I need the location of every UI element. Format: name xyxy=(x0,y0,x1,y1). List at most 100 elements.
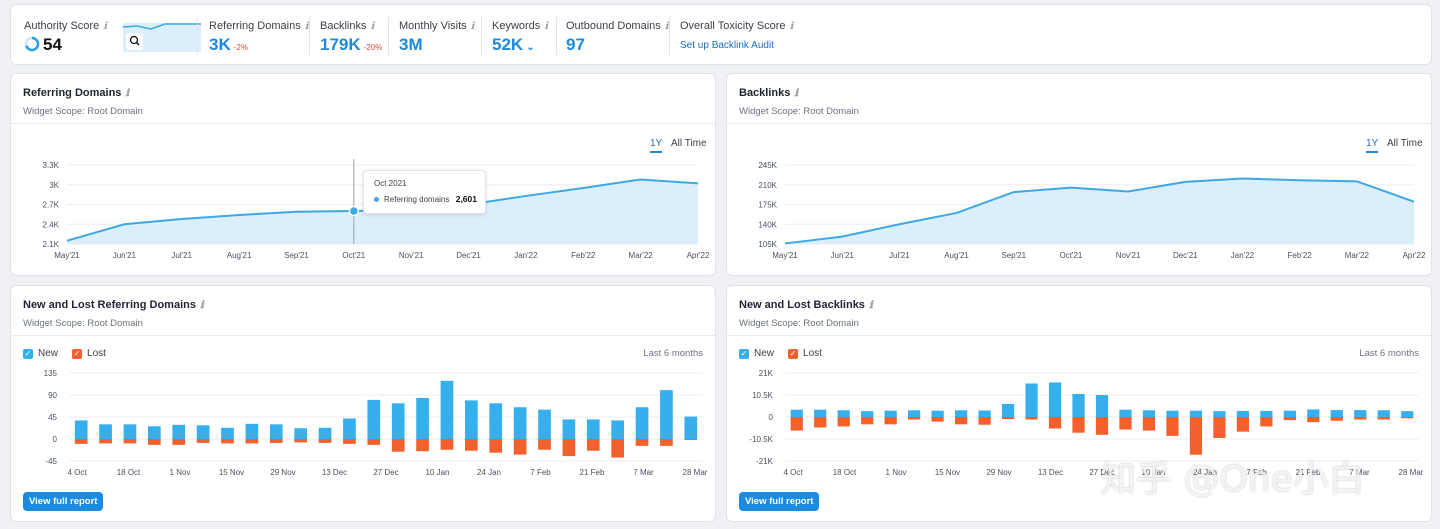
bar-new xyxy=(269,424,283,439)
backlinks-metric[interactable]: Backlinks ℹ 179K -20% xyxy=(320,5,400,65)
referring-domains-widget: Referring Domains ℹ Widget Scope: Root Do… xyxy=(10,73,716,276)
bar-new xyxy=(1283,410,1296,417)
x-tick-label: 21 Feb xyxy=(580,468,605,477)
checkbox-checked-icon[interactable]: ✓ xyxy=(788,348,799,359)
new-lost-referring-domains-chart[interactable]: -45 0 45 90 135 4 Oct 18 Oct 1 Nov 15 Nov 29 Nov 1… xyxy=(11,286,717,523)
bar-new xyxy=(245,423,259,439)
tab-1y[interactable]: 1Y xyxy=(650,138,663,153)
y-tick-label: 2.4K xyxy=(43,220,60,229)
outbound-domains-label: Outbound Domains xyxy=(566,20,661,32)
x-tick-label: Mar'22 xyxy=(1345,251,1370,260)
tab-all-time[interactable]: All Time xyxy=(671,138,707,149)
backlinks-label: Backlinks xyxy=(320,20,367,32)
bar-new xyxy=(440,380,454,439)
info-icon: ℹ xyxy=(664,21,669,32)
widget-title: New and Lost Referring Domains xyxy=(23,299,196,311)
toxicity-metric: Overall Toxicity Score ℹ Set up Backlink … xyxy=(680,5,830,65)
bar-lost xyxy=(1072,417,1085,433)
x-tick-label: 7 Mar xyxy=(633,468,654,477)
watermark: 知乎 @One小白 xyxy=(1100,459,1365,500)
x-tick-label: Dec'21 xyxy=(1173,251,1198,260)
referring-domains-label: Referring Domains xyxy=(209,20,301,32)
checkbox-checked-icon[interactable]: ✓ xyxy=(72,348,83,359)
bar-lost xyxy=(196,439,210,443)
bar-new xyxy=(1001,404,1015,417)
view-full-report-button[interactable]: View full report xyxy=(23,492,104,511)
bar-lost xyxy=(884,417,897,425)
bar-new xyxy=(1025,383,1038,417)
chart-legend: ✓ New ✓ Lost xyxy=(23,348,120,359)
monthly-visits-metric[interactable]: Monthly Visits ℹ 3M xyxy=(399,5,479,65)
tab-all-time[interactable]: All Time xyxy=(1387,138,1423,149)
y-tick-label: 140K xyxy=(758,220,777,229)
referring-domains-change: -2% xyxy=(233,43,248,52)
bar-new xyxy=(562,419,576,439)
x-tick-label: Oct'21 xyxy=(342,251,365,260)
bar-lost xyxy=(1119,417,1132,430)
x-tick-label: Jun'21 xyxy=(113,251,137,260)
x-tick-label: 28 Mar xyxy=(1399,468,1424,477)
widget-scope: Widget Scope: Root Domain xyxy=(23,106,143,117)
bar-lost xyxy=(955,417,968,425)
outbound-domains-metric[interactable]: Outbound Domains ℹ 97 xyxy=(566,5,669,65)
authority-sparkline[interactable] xyxy=(123,20,203,53)
bar-new xyxy=(343,418,356,439)
x-tick-label: 7 Mar xyxy=(1349,468,1370,477)
y-tick-label: -21K xyxy=(756,457,774,466)
legend-new[interactable]: ✓ New xyxy=(739,348,774,359)
bar-new xyxy=(513,407,527,439)
legend-lost[interactable]: ✓ Lost xyxy=(788,348,822,359)
bar-new xyxy=(1260,410,1273,417)
bar-new xyxy=(1142,410,1156,417)
bar-lost xyxy=(1095,417,1109,435)
checkbox-checked-icon[interactable]: ✓ xyxy=(739,348,749,359)
y-tick-label: 105K xyxy=(758,240,777,249)
x-tick-label: 13 Dec xyxy=(322,468,347,477)
bar-new xyxy=(123,424,137,439)
legend-lost[interactable]: ✓ Lost xyxy=(72,348,106,359)
bar-new xyxy=(1048,382,1062,417)
bar-new xyxy=(1189,410,1203,417)
authority-score-value: 54 xyxy=(43,35,62,54)
bar-new xyxy=(1307,409,1320,417)
legend-new[interactable]: ✓ New xyxy=(23,348,58,359)
bar-new xyxy=(172,424,186,439)
referring-domains-metric[interactable]: Referring Domains ℹ 3K -2% xyxy=(209,5,309,65)
bar-lost xyxy=(489,439,503,453)
x-tick-label: Jan'22 xyxy=(1231,251,1255,260)
checkbox-checked-icon[interactable]: ✓ xyxy=(23,348,33,359)
bar-lost xyxy=(123,439,137,444)
info-icon: ℹ xyxy=(304,21,309,32)
view-full-report-button[interactable]: View full report xyxy=(739,492,820,511)
bar-lost xyxy=(99,439,112,444)
x-tick-label: 7 Feb xyxy=(530,468,551,477)
x-tick-label: Jan'22 xyxy=(514,251,538,260)
setup-backlink-audit-link[interactable]: Set up Backlink Audit xyxy=(680,40,774,51)
x-tick-label: Aug'21 xyxy=(227,251,252,260)
bar-lost xyxy=(586,439,600,451)
x-tick-label: 15 Nov xyxy=(935,468,960,477)
y-tick-label: 245K xyxy=(758,161,777,170)
new-lost-referring-domains-widget: New and Lost Referring Domains ℹ Widget S… xyxy=(10,285,716,522)
bar-lost xyxy=(513,439,527,455)
authority-score-metric[interactable]: Authority Score ℹ 54 xyxy=(24,5,201,65)
chevron-down-icon[interactable]: ⌄ xyxy=(526,42,535,53)
x-tick-label: Sep'21 xyxy=(1001,251,1026,260)
y-tick-label: 2.1K xyxy=(43,240,60,249)
bar-lost xyxy=(343,439,356,444)
new-lost-backlinks-chart[interactable]: -21K -10.5K 0 10.5K 21K 4 Oct 18 Oct 1 Nov 15 No… xyxy=(727,286,1433,523)
backlinks-chart[interactable]: 105K 140K 175K 210K 245K May'21 Jun'21 Jul'21 Au… xyxy=(727,74,1433,277)
keywords-metric[interactable]: Keywords ℹ 52K ⌄ xyxy=(492,5,562,65)
x-tick-label: 15 Nov xyxy=(219,468,244,477)
bar-new xyxy=(391,403,405,439)
y-tick-label: 2.7K xyxy=(43,201,60,210)
monthly-visits-label: Monthly Visits xyxy=(399,20,467,32)
bar-lost xyxy=(1236,417,1249,432)
bar-new xyxy=(861,411,874,417)
bar-new xyxy=(1377,410,1390,417)
y-tick-label: 45 xyxy=(48,413,57,422)
tab-1y[interactable]: 1Y xyxy=(1366,138,1379,153)
x-tick-label: 27 Dec xyxy=(373,468,398,477)
bar-new xyxy=(74,420,88,439)
bar-new xyxy=(99,424,112,439)
